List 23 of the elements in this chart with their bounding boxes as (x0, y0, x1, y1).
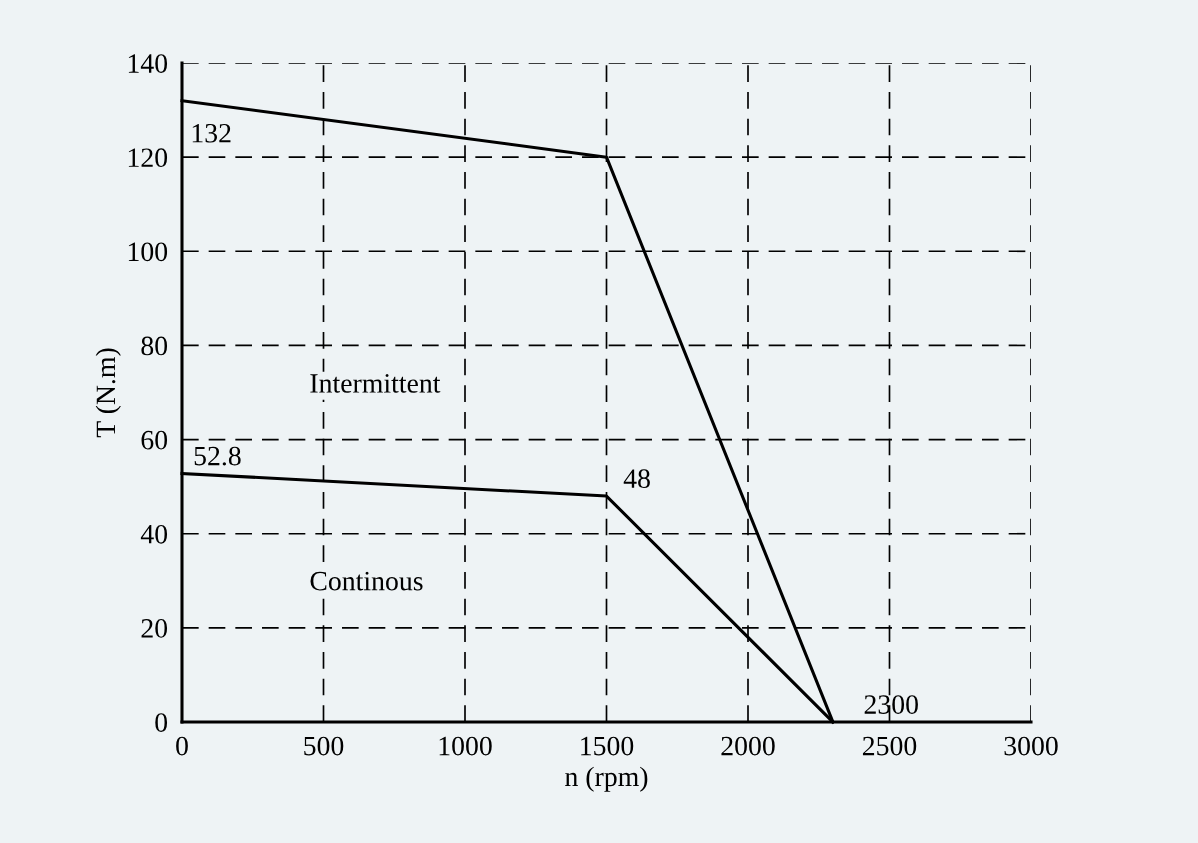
x-tick-label: 3000 (1004, 736, 1058, 756)
x-tick-label: 1500 (581, 736, 634, 756)
y-tick-label: 60 (141, 430, 168, 450)
data-label: 48 (623, 469, 650, 488)
x-tick-label: 2500 (862, 736, 917, 756)
y-tick-label: 40 (140, 524, 168, 544)
data-label: 52.8 (194, 446, 241, 466)
y-tick-label: 80 (141, 336, 168, 356)
annotation: 2300 (864, 695, 918, 714)
y-tick-label: 140 (128, 54, 168, 73)
annotation: Intermittent (310, 374, 441, 393)
y-tick-label: 120 (128, 148, 168, 168)
data-label: 132 (192, 123, 231, 143)
y-tick-label: 100 (128, 242, 168, 262)
x-axis-title: n (rpm) (565, 766, 648, 792)
x-tick-label: 2000 (721, 736, 775, 756)
x-tick-label: 500 (304, 736, 344, 756)
y-tick-label: 0 (155, 713, 168, 732)
y-axis-title: T (N.m) (95, 348, 121, 438)
y-tick-label: 20 (141, 619, 168, 638)
annotation: Continous (310, 571, 423, 591)
x-tick-label: 0 (176, 736, 188, 756)
x-tick-label: 1000 (439, 736, 492, 756)
